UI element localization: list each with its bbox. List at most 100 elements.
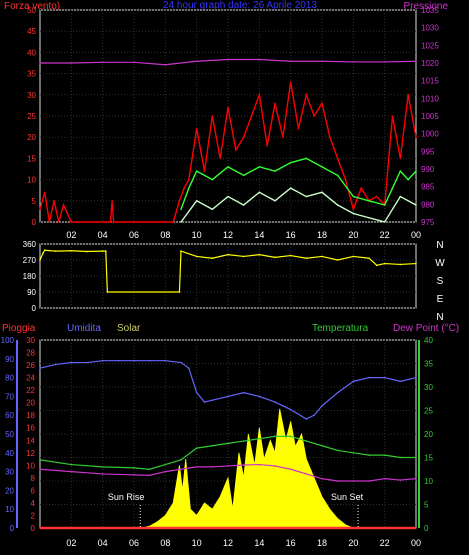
series-line-temperatura-point [399, 456, 402, 459]
series-line-temperatura-point [101, 466, 104, 468]
series-line-dew-point [399, 479, 402, 481]
series-line-temperatura-point [70, 463, 73, 466]
pressure-ytick-label: 980 [421, 200, 435, 209]
series-line-pressione-point [321, 60, 323, 63]
series-line-vento-medio-point [415, 170, 417, 172]
series-line-vento-medio-point [274, 170, 276, 172]
series-line-vento-minimo [180, 187, 417, 223]
series-line-temperatura-point [415, 456, 417, 459]
pressure-ytick-label: 1005 [421, 112, 439, 121]
climate-panel-xtick-label: 06 [129, 538, 139, 548]
wind-ytick-label: 20 [27, 133, 36, 142]
series-line-umidita-point [282, 405, 284, 407]
direction-ytick-label: 180 [23, 272, 37, 281]
series-line-temperatura-point [305, 440, 308, 442]
series-line-raffica-point [178, 200, 181, 202]
series-line-vento-medio-point [391, 187, 394, 189]
series-line-umidita-point [313, 414, 315, 417]
series-line-dew-point [101, 473, 104, 475]
wind-axis-label: Forza vento) [4, 1, 60, 12]
series-line-direction-point [195, 255, 198, 258]
chart-title: 24 hour graph date: 26 Aprile 2013 [163, 0, 317, 11]
pressure-ytick-label: 1015 [421, 77, 439, 86]
humidity-ytick-label: 60 [5, 411, 14, 420]
compass-label: E [437, 294, 444, 305]
solar-ytick-label: 10 [26, 461, 35, 470]
series-line-umidita-point [188, 367, 190, 370]
series-line-raffica-point [203, 170, 206, 172]
series-line-temperatura-point [383, 454, 386, 456]
series-line-vento-minimo-point [274, 200, 276, 202]
series-line-vento-minimo-point [415, 204, 417, 206]
series-line-pressione-point [39, 62, 41, 64]
series-line-direction-point [70, 249, 73, 252]
series-line-temperatura-point [368, 454, 370, 456]
climate-panel-xtick-label: 16 [286, 538, 296, 548]
series-line-direction-point [101, 250, 104, 252]
series-line-raffica-point [227, 106, 229, 109]
humidity-ytick-label: 40 [5, 449, 14, 458]
series-line-raffica-point [282, 136, 284, 138]
series-line-raffica-point [112, 221, 115, 223]
series-line-raffica-point [305, 94, 308, 96]
wind-ytick-label: 10 [27, 176, 36, 185]
series-line-raffica-point [376, 195, 378, 198]
series-line-dew-point [195, 466, 198, 468]
series-line-vento-minimo-point [195, 200, 198, 202]
series-line-umidita-point [321, 405, 323, 407]
series-line-vento-minimo-point [399, 195, 402, 198]
series-line-direction-point [336, 259, 339, 261]
series-line-dew-point [336, 480, 339, 482]
series-line-umidita-point [70, 361, 73, 364]
series-line-raffica-point [188, 178, 190, 181]
series-line-vento-medio-point [195, 170, 198, 172]
series-line-raffica-point [58, 221, 60, 223]
series-line-raffica-point [352, 208, 355, 211]
wind-ytick-label: 35 [27, 70, 36, 79]
series-line-pressione-point [101, 61, 104, 64]
series-line-vento-medio-point [227, 166, 229, 168]
series-line-dew-point [305, 473, 308, 475]
series-line-direction-point [54, 250, 57, 252]
series-line-temperatura-point [148, 468, 151, 471]
series-line-vento-minimo-point [258, 191, 261, 194]
series-line-temperatura-point [195, 447, 198, 449]
climate-panel-xtick-label: 20 [348, 538, 358, 548]
series-line-direction-point [258, 253, 261, 256]
series-line-pressione-point [289, 60, 292, 63]
series-line-raffica [39, 81, 417, 223]
series-line-direction-point [242, 255, 245, 258]
series-line-raffica-point [219, 157, 221, 160]
series-line-temperatura-point [211, 444, 214, 447]
umidita-label: Umidita [67, 323, 101, 334]
series-line-vento-minimo-point [289, 187, 292, 189]
series-line-raffica-point [111, 200, 113, 202]
wind-panel-xtick-label: 20 [348, 230, 358, 240]
series-line-vento-minimo-point [352, 212, 355, 215]
series-line-vento-medio-point [258, 166, 261, 168]
series-line-umidita-point [101, 359, 104, 362]
series-line-direction-point [43, 249, 46, 252]
series-line-direction-point [178, 291, 181, 293]
pressure-ytick-label: 1020 [421, 59, 439, 68]
wind-ytick-label: 25 [27, 112, 36, 121]
series-line-vento-medio-point [289, 161, 292, 164]
series-line-direction-point [321, 255, 323, 258]
temp-ytick-label: 5 [424, 501, 429, 510]
wind-panel-xtick-label: 06 [129, 230, 139, 240]
series-line-pressione-point [195, 60, 198, 63]
series-line-direction-point [180, 250, 182, 252]
solar-ytick-label: 0 [31, 524, 36, 533]
series-line-umidita-point [305, 418, 308, 420]
series-line-raffica-point [62, 204, 65, 206]
solar-ytick-label: 20 [26, 399, 35, 408]
climate-panel-xtick-label: 08 [160, 538, 170, 548]
series-line-raffica-point [109, 221, 112, 223]
series-line-direction-point [376, 264, 378, 267]
pressure-ytick-label: 1000 [421, 130, 439, 139]
pressure-axis-label: Pressione [404, 1, 449, 12]
pressure-ytick-label: 985 [421, 183, 435, 192]
series-line-dew-point [274, 465, 276, 467]
series-line-umidita-point [211, 399, 214, 401]
climate-panel-xtick-label: 02 [66, 538, 76, 548]
